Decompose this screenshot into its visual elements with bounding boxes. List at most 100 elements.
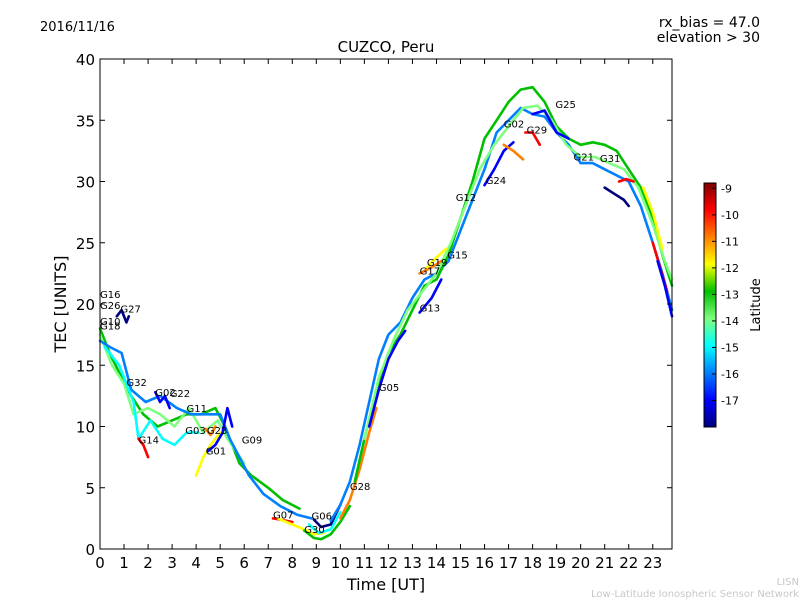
x-tick-label: 18 (523, 554, 542, 572)
series-layer (98, 85, 674, 541)
series-line-28 (617, 177, 635, 183)
x-tick-label: 17 (499, 554, 518, 572)
satellite-label: G31 (600, 154, 620, 165)
x-tick-label: 10 (331, 554, 350, 572)
series-line-1 (98, 333, 246, 465)
satellite-label: G19 (427, 258, 447, 269)
series-line-31 (641, 186, 664, 251)
x-tick-label: 13 (403, 554, 422, 572)
colorbar-tick-label: -11 (721, 235, 739, 248)
x-axis-label: Time [UT] (346, 575, 425, 594)
colorbar-tick-label: -13 (721, 288, 739, 301)
y-tick-label: 40 (76, 51, 95, 69)
satellite-label: G14 (139, 436, 159, 447)
x-tick-label: 4 (191, 554, 201, 572)
series-line-15 (339, 406, 378, 520)
footer-network: Low-Latitude Ionospheric Sensor Network (591, 589, 799, 600)
y-tick-label: 10 (76, 419, 95, 437)
satellite-label: G01 (206, 447, 226, 458)
satellite-label: G12 (456, 193, 476, 204)
colorbar-tick-label: -9 (721, 182, 732, 195)
satellite-label: G02 (504, 120, 524, 131)
x-tick-label: 8 (287, 554, 297, 572)
colorbar-tick-label: -17 (721, 394, 739, 407)
series-line-13 (307, 510, 342, 535)
series-line-22 (425, 247, 448, 269)
satellite-label: G02 (155, 388, 175, 399)
x-tick-label: 11 (355, 554, 374, 572)
satellite-label: G06 (312, 512, 332, 523)
y-axis-ticks: 0 5 10 15 20 25 30 35 40 (76, 51, 672, 559)
date-label: 2016/11/16 (40, 20, 115, 35)
series-line-20 (418, 278, 443, 314)
series-line-17 (353, 85, 674, 483)
satellite-label: G18 (100, 322, 120, 333)
x-tick-label: 7 (263, 554, 273, 572)
satellite-label: G29 (527, 126, 547, 137)
colorbar-ticks: -9 -10 -11 -12 -13 -14 -15 -16 -17 (712, 182, 739, 407)
series-line-26 (531, 109, 570, 140)
satellite-label: G15 (447, 251, 467, 262)
colorbar-tick-label: -15 (721, 341, 739, 354)
satellite-label: G24 (486, 176, 506, 187)
y-tick-label: 5 (85, 480, 95, 498)
satellite-label: G28 (350, 482, 370, 493)
satellite-label: G10 (100, 317, 120, 328)
x-tick-label: 16 (475, 554, 494, 572)
x-tick-label: 5 (215, 554, 225, 572)
y-tick-label: 25 (76, 235, 95, 253)
x-tick-label: 15 (451, 554, 470, 572)
colorbar-tick-label: -12 (721, 262, 739, 275)
x-tick-label: 12 (379, 554, 398, 572)
series-line-9 (206, 406, 234, 453)
y-tick-label: 30 (76, 174, 95, 192)
colorbar-tick-label: -14 (721, 315, 739, 328)
y-tick-label: 0 (85, 541, 95, 559)
series-line-5 (154, 390, 171, 410)
y-tick-label: 35 (76, 112, 95, 130)
x-axis-ticks: 0 1 2 3 4 5 6 7 8 9 10 11 12 13 14 15 16 17 18 19 20 21 22 23 (95, 59, 662, 572)
y-tick-label: 15 (76, 357, 95, 375)
series-line-7 (204, 425, 217, 437)
satellite-label: G16 (100, 290, 120, 301)
x-tick-label: 22 (619, 554, 638, 572)
satellite-label: G13 (420, 303, 440, 314)
x-tick-label: 1 (119, 554, 129, 572)
series-line-30 (656, 259, 674, 318)
colorbar-tick-label: -16 (721, 368, 739, 381)
series-line-6 (137, 437, 150, 459)
colorbar-tick-label: -10 (721, 209, 739, 222)
x-tick-label: 9 (312, 554, 322, 572)
satellite-label: G11 (187, 404, 207, 415)
satellite-label: G05 (379, 383, 399, 394)
x-tick-label: 21 (595, 554, 614, 572)
series-line-24 (524, 131, 542, 147)
y-axis-label: TEC [UNITS] (51, 256, 70, 354)
satellite-label: G23 (207, 426, 227, 437)
elevation-label: elevation > 30 (657, 30, 760, 46)
series-line-12 (303, 504, 352, 541)
footer-lisn: LISN (777, 577, 799, 588)
series-line-19 (367, 329, 407, 428)
satellite-label: G25 (555, 100, 575, 111)
x-tick-label: 20 (571, 554, 590, 572)
plot-area (100, 59, 672, 549)
x-tick-label: 2 (143, 554, 153, 572)
series-line-2 (98, 339, 313, 520)
x-tick-label: 3 (167, 554, 177, 572)
satellite-label: G21 (574, 153, 594, 164)
series-line-25 (502, 143, 525, 161)
satellite-label: G27 (120, 305, 140, 316)
satellite-label: G30 (304, 525, 324, 536)
x-tick-label: 23 (643, 554, 662, 572)
series-line-4 (115, 308, 131, 324)
x-tick-label: 14 (427, 554, 446, 572)
series-line-21 (418, 259, 443, 275)
satellite-label: G22 (170, 389, 190, 400)
x-tick-label: 0 (95, 554, 105, 572)
satellite-label: G07 (273, 510, 293, 521)
satellite-label: G09 (242, 436, 262, 447)
rx-bias-label: rx_bias = 47.0 (659, 15, 760, 31)
